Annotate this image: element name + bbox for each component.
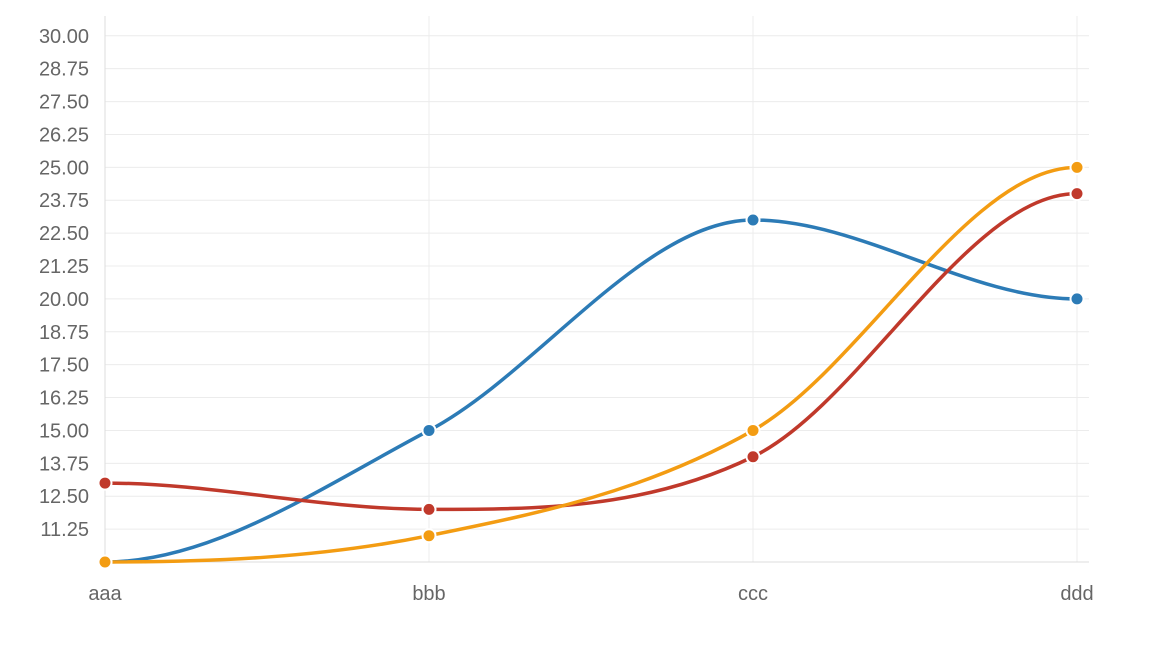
grid-layer: [104, 16, 1089, 562]
series-layer: [103, 165, 1079, 564]
x-tick-label: bbb: [412, 583, 445, 605]
y-tick-label: 25.00: [39, 157, 89, 179]
y-tick-label: 11.25: [40, 519, 89, 541]
series-line: [103, 218, 1079, 564]
y-tick-label: 20.00: [39, 289, 89, 311]
tick-label-layer: 11.25 12.50 13.75 15.00 16.25 17.50 18.75 20.00…: [39, 26, 1094, 605]
data-point[interactable]: [745, 422, 761, 438]
y-tick-label: 12.50: [39, 486, 89, 508]
y-tick-label: 30.00: [39, 26, 89, 48]
y-tick-label: 15.00: [39, 420, 89, 442]
y-tick-label: 18.75: [39, 322, 89, 344]
data-point[interactable]: [421, 528, 437, 544]
y-tick-label: 26.25: [39, 124, 89, 146]
point-layer: [97, 159, 1085, 570]
data-point[interactable]: [1069, 159, 1085, 175]
y-tick-label: 16.25: [39, 388, 89, 410]
data-point[interactable]: [1069, 186, 1085, 202]
axis-layer: [104, 16, 1089, 563]
x-tick-label: ddd: [1060, 583, 1093, 605]
data-point[interactable]: [421, 501, 437, 517]
y-tick-label: 21.25: [39, 256, 89, 278]
x-tick-label: ccc: [738, 583, 768, 605]
data-point[interactable]: [745, 449, 761, 465]
y-tick-label: 23.75: [39, 190, 89, 212]
y-tick-label: 28.75: [39, 59, 89, 81]
data-point[interactable]: [745, 212, 761, 228]
data-point[interactable]: [97, 475, 113, 491]
series-line: [103, 165, 1079, 564]
y-tick-label: 27.50: [39, 92, 89, 114]
y-tick-label: 13.75: [39, 453, 89, 475]
data-point[interactable]: [421, 422, 437, 438]
y-tick-label: 17.50: [39, 355, 89, 377]
x-tick-label: aaa: [88, 583, 122, 605]
series-line: [103, 191, 1079, 512]
data-point[interactable]: [97, 554, 113, 570]
data-point[interactable]: [1069, 291, 1085, 307]
y-tick-label: 22.50: [39, 223, 89, 245]
